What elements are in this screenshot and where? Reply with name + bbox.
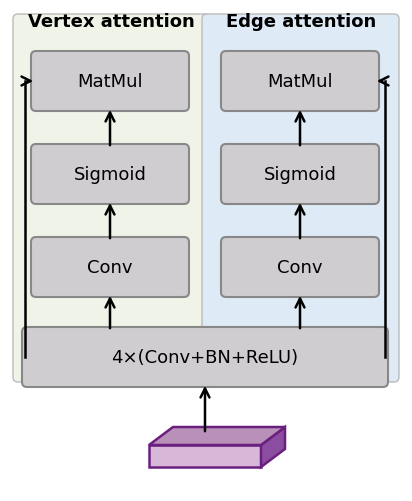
FancyBboxPatch shape (31, 237, 189, 298)
Text: MatMul: MatMul (77, 73, 143, 91)
FancyBboxPatch shape (221, 145, 379, 204)
Text: Conv: Conv (87, 259, 133, 277)
Polygon shape (149, 445, 261, 467)
Text: Conv: Conv (277, 259, 323, 277)
FancyBboxPatch shape (221, 237, 379, 298)
Polygon shape (261, 427, 285, 467)
Text: Vertex attention: Vertex attention (28, 13, 194, 31)
Text: Edge attention: Edge attention (226, 13, 376, 31)
Text: MatMul: MatMul (267, 73, 333, 91)
FancyBboxPatch shape (31, 145, 189, 204)
Text: 4×(Conv+BN+ReLU): 4×(Conv+BN+ReLU) (111, 348, 299, 366)
Polygon shape (149, 427, 285, 445)
FancyBboxPatch shape (22, 327, 388, 387)
FancyBboxPatch shape (31, 52, 189, 112)
Text: Sigmoid: Sigmoid (74, 166, 146, 184)
FancyBboxPatch shape (202, 15, 399, 382)
FancyBboxPatch shape (221, 52, 379, 112)
FancyBboxPatch shape (13, 15, 210, 382)
Text: Sigmoid: Sigmoid (264, 166, 337, 184)
